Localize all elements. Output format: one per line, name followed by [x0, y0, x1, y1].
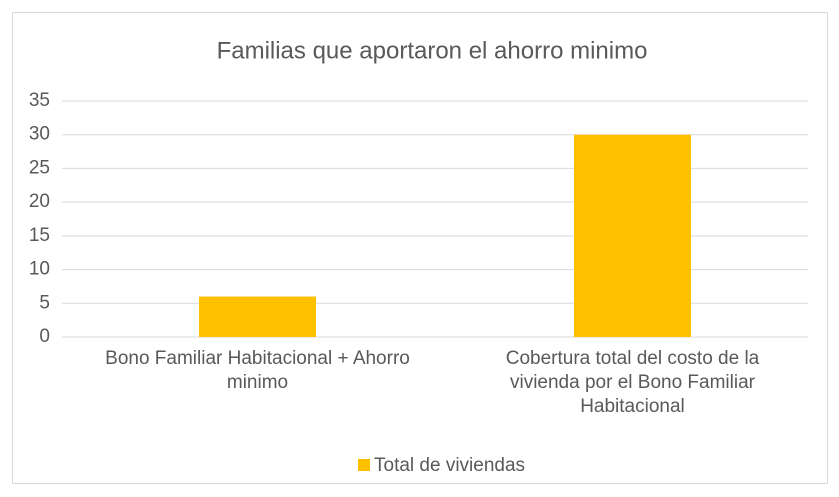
y-tick-label: 20: [29, 191, 50, 212]
x-tick-label: Bono Familiar Habitacional + Ahorro mini…: [105, 348, 410, 393]
chart-frame: [12, 12, 828, 484]
y-tick-label: 10: [29, 259, 50, 280]
legend-label: Total de viviendas: [374, 455, 525, 476]
bar: [199, 296, 316, 337]
y-tick-label: 5: [39, 292, 50, 313]
x-tick-label: Cobertura total del costo de la vivienda…: [505, 348, 760, 417]
bar: [574, 134, 691, 337]
y-tick-label: 0: [39, 326, 50, 347]
y-tick-label: 30: [29, 124, 50, 145]
y-tick-label: 15: [29, 225, 50, 246]
chart-title: Familias que aportaron el ahorro minimo: [217, 37, 648, 64]
legend-swatch: [358, 459, 370, 471]
y-tick-label: 35: [29, 90, 50, 111]
y-tick-label: 25: [29, 157, 50, 178]
